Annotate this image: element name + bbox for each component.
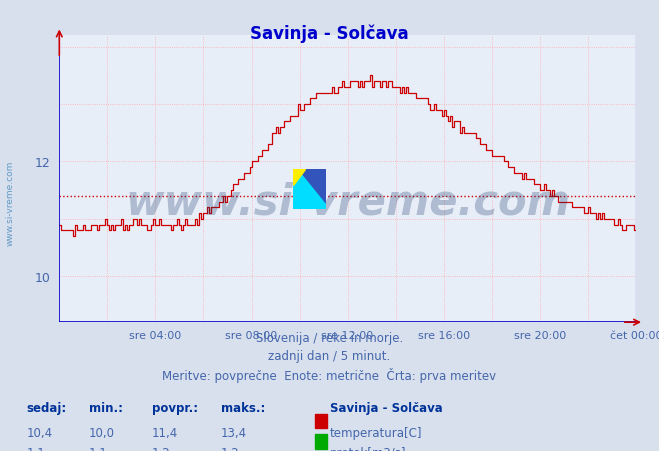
Text: Slovenija / reke in morje.: Slovenija / reke in morje. [256,331,403,345]
Text: 10,4: 10,4 [26,426,53,439]
Text: pretok[m3/s]: pretok[m3/s] [330,446,406,451]
Polygon shape [293,169,304,185]
Text: temperatura[C]: temperatura[C] [330,426,422,439]
Text: www.si-vreme.com: www.si-vreme.com [125,181,570,223]
Polygon shape [310,169,326,189]
Text: 1,2: 1,2 [152,446,170,451]
Polygon shape [310,189,326,210]
Polygon shape [293,169,326,210]
Text: Meritve: povprečne  Enote: metrične  Črta: prva meritev: Meritve: povprečne Enote: metrične Črta:… [162,368,497,382]
Polygon shape [310,169,326,210]
Polygon shape [293,169,310,189]
Text: Savinja - Solčava: Savinja - Solčava [330,401,442,414]
Text: zadnji dan / 5 minut.: zadnji dan / 5 minut. [268,350,391,363]
Text: 1,2: 1,2 [221,446,239,451]
Polygon shape [298,169,326,203]
Text: 1,1: 1,1 [89,446,107,451]
Text: 10,0: 10,0 [89,426,115,439]
Text: min.:: min.: [89,401,123,414]
Text: 11,4: 11,4 [152,426,178,439]
Text: 1,1: 1,1 [26,446,45,451]
Text: povpr.:: povpr.: [152,401,198,414]
Text: sedaj:: sedaj: [26,401,67,414]
Text: Savinja - Solčava: Savinja - Solčava [250,25,409,43]
Polygon shape [293,169,310,210]
Text: 13,4: 13,4 [221,426,247,439]
Text: maks.:: maks.: [221,401,265,414]
Polygon shape [293,189,310,210]
Text: www.si-vreme.com: www.si-vreme.com [5,161,14,245]
